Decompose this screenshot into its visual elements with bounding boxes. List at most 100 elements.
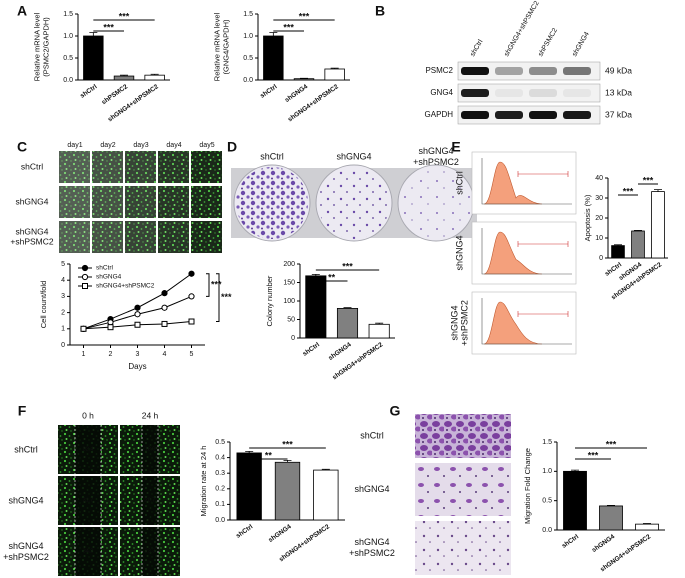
y-axis-label: Relative mRNA level	[32, 12, 41, 81]
panel-letter: A	[17, 3, 27, 19]
significance-label: ***	[103, 22, 114, 32]
y-tick-label: 0.2	[215, 486, 225, 493]
bar	[263, 35, 284, 81]
wound-width: 32.4	[83, 446, 94, 452]
y-tick-label: 10	[595, 235, 603, 242]
bar	[635, 523, 659, 531]
fluorescence-image	[158, 221, 189, 253]
transwell-image	[415, 414, 511, 458]
row-label: shGNG4	[15, 226, 48, 236]
point	[107, 324, 114, 331]
wound-gap	[142, 476, 158, 525]
x-tick-label: 2	[109, 351, 113, 358]
y-tick-label: 1.0	[243, 33, 253, 40]
band	[461, 89, 489, 97]
flow-frame	[471, 291, 577, 355]
error-bar	[120, 74, 128, 77]
error-bar	[654, 189, 662, 192]
y-tick-label: 40	[595, 175, 603, 182]
row-label: shCtrl	[360, 430, 384, 440]
x-tick-label: shCtrl	[235, 523, 255, 540]
error-bar	[614, 244, 622, 246]
wound-gap	[75, 476, 101, 525]
flow-histogram	[483, 231, 543, 275]
bar	[313, 469, 339, 521]
x-tick-label: shCtrl	[302, 341, 322, 358]
bar	[631, 230, 645, 259]
y-tick-label: 0.0	[215, 517, 225, 524]
flow-axis	[481, 298, 572, 345]
bar	[324, 68, 345, 81]
fluorescence-image	[59, 221, 90, 253]
y-tick-label: 30	[595, 195, 603, 202]
y-tick-label: 5	[61, 261, 65, 268]
row-label: shGNG4	[454, 235, 464, 270]
wound-edge	[74, 527, 102, 576]
band	[495, 67, 523, 75]
legend-marker	[82, 283, 88, 289]
wound-width: 23.3	[145, 548, 156, 554]
bar	[113, 75, 135, 81]
y-tick-label: 0.4	[215, 454, 225, 461]
significance-label: ***	[342, 261, 353, 271]
wound-edge	[141, 476, 159, 525]
bar	[368, 323, 390, 339]
flow-frame	[471, 151, 577, 215]
point	[161, 290, 168, 297]
band	[461, 111, 489, 119]
band	[563, 89, 591, 97]
lane-label: shCtrl	[469, 38, 484, 58]
colonies	[236, 167, 308, 239]
transwell-image	[415, 521, 511, 575]
x-axis-label: Days	[128, 362, 146, 371]
row-label: shGNG4	[449, 305, 459, 340]
significance-bracket	[216, 273, 220, 323]
point	[134, 321, 141, 328]
fluorescence-image	[191, 186, 222, 218]
colonies	[400, 167, 472, 239]
lane-label: shPSMC2	[537, 27, 559, 58]
wound-gap	[142, 527, 158, 576]
blot-strip	[457, 83, 601, 103]
panel-letter: E	[451, 139, 460, 155]
column-label: day5	[199, 142, 214, 149]
flow-gate	[517, 311, 569, 317]
wound-edge	[141, 527, 159, 576]
flow-frame	[471, 221, 577, 285]
wound-width: 18.9	[145, 446, 156, 452]
point	[161, 304, 168, 311]
y-tick-label: 0.5	[243, 55, 253, 62]
band	[529, 111, 557, 119]
row-label: shCtrl	[14, 444, 38, 454]
y-tick-label: 0.0	[63, 77, 73, 84]
row-label: shGNG4	[354, 537, 389, 547]
error-bar	[607, 504, 615, 506]
size-label: 13 kDa	[605, 87, 632, 97]
point	[161, 320, 168, 327]
x-tick-label: shCtrl	[259, 83, 279, 100]
column-label: day2	[100, 142, 115, 149]
y-axis-label: (PSMC2/GAPDH)	[41, 17, 50, 77]
row-label: +shPSMC2	[459, 300, 469, 346]
x-tick-label: shCtrl	[79, 83, 99, 100]
row-label: shGNG4	[8, 541, 43, 551]
error-bar	[571, 469, 579, 472]
panel-letter: B	[375, 3, 385, 19]
significance-bracket	[206, 273, 210, 297]
column-label: shGNG4	[336, 151, 371, 161]
band	[461, 67, 489, 75]
y-tick-label: 200	[283, 261, 295, 268]
error-bar	[89, 32, 98, 36]
bar	[563, 470, 587, 531]
wound-gap	[142, 425, 158, 474]
row-label: +shPSMC2	[3, 552, 49, 562]
significance-label: ***	[643, 175, 654, 185]
wound-gap	[75, 425, 101, 474]
significance-label: ***	[299, 11, 310, 21]
y-axis-label: Cell count/fold	[39, 281, 48, 329]
column-label: day1	[67, 142, 82, 149]
bar	[599, 505, 623, 531]
fluorescence-image	[59, 151, 90, 183]
legend-label: shGNG4	[96, 274, 122, 281]
